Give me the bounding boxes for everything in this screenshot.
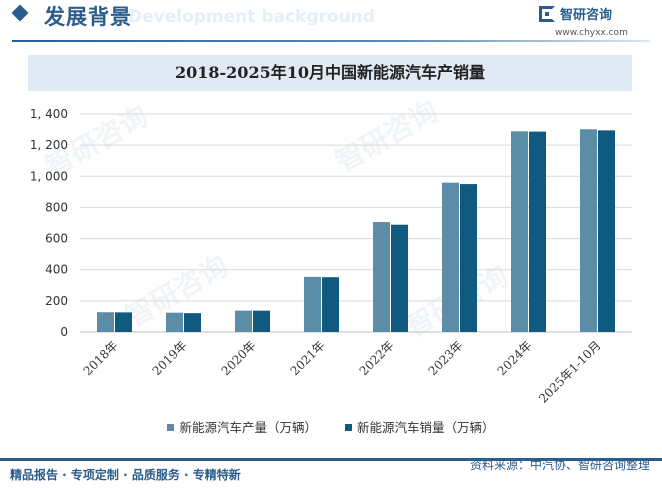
chart-title-band: 2018-2025年10月中国新能源汽车产销量 [28, 55, 632, 91]
bar-sales [391, 224, 408, 332]
chart-legend: 新能源汽车产量（万辆） 新能源汽车销量（万辆） [0, 417, 662, 437]
x-tick-label: 2019年 [150, 338, 190, 378]
bar-sales [460, 184, 477, 332]
y-tick-label: 200 [45, 294, 68, 308]
x-tick-label: 2025年1-10月 [536, 338, 604, 406]
bar-sales [253, 310, 270, 332]
y-tick-label: 600 [45, 232, 68, 246]
legend-label-sales: 新能源汽车销量（万辆） [356, 420, 495, 435]
bar-production [235, 310, 252, 332]
legend-swatch-production [167, 424, 175, 431]
chart-title: 2018-2025年10月中国新能源汽车产销量 [175, 63, 485, 82]
logo-icon [539, 6, 555, 22]
bar-production [373, 222, 390, 332]
header-ghost-text: Development background [128, 7, 375, 27]
legend-item-sales: 新能源汽车销量（万辆） [344, 417, 495, 436]
legend-swatch-sales [344, 424, 352, 431]
logo: 智研咨询 www.chyxx.com [539, 6, 644, 40]
logo-name: 智研咨询 [560, 8, 613, 23]
x-tick-label: 2022年 [357, 338, 397, 378]
legend-label-production: 新能源汽车产量（万辆） [179, 420, 317, 435]
bar-production [97, 312, 114, 332]
x-tick-label: 2021年 [288, 338, 328, 378]
y-tick-label: 800 [45, 200, 68, 214]
x-tick-label: 2018年 [81, 338, 121, 378]
bar-sales [184, 313, 201, 332]
bar-production [511, 131, 528, 332]
bar-sales [115, 312, 132, 332]
bar-sales [322, 277, 339, 332]
x-tick-label: 2020年 [219, 338, 259, 378]
x-tick-label: 2023年 [426, 338, 466, 378]
legend-item-production: 新能源汽车产量（万辆） [167, 417, 317, 436]
y-tick-label: 0 [60, 325, 68, 339]
bar-production [304, 276, 321, 332]
header-divider [12, 40, 650, 42]
bar-sales [529, 131, 546, 332]
header: Development background 发展背景 智研咨询 www.chy… [0, 0, 662, 44]
y-tick-label: 400 [45, 263, 68, 277]
page-title: 发展背景 [44, 5, 132, 29]
y-tick-label: 1, 000 [30, 169, 68, 183]
y-tick-label: 1, 200 [30, 138, 68, 152]
bar-production [166, 312, 183, 332]
bar-sales [598, 130, 615, 332]
logo-url: www.chyxx.com [555, 28, 628, 38]
data-source: 资料来源：中汽协、智研咨询整理 [469, 458, 650, 472]
x-tick-label: 2024年 [495, 338, 535, 378]
footer-slogan: 精品报告 · 专项定制 · 品质服务 · 专精特新 [10, 468, 241, 482]
bar-production [442, 182, 459, 332]
footer-divider [0, 458, 662, 461]
bar-chart: 0 200 400 600 800 1, 000 1, 200 1, 400 2018年 2019… [30, 107, 632, 406]
bar-production [580, 129, 597, 332]
y-tick-label: 1, 400 [30, 107, 68, 121]
